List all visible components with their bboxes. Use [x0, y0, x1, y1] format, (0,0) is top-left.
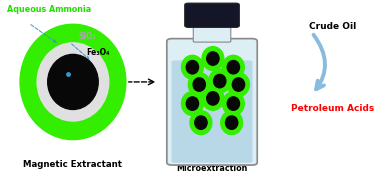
Ellipse shape: [222, 55, 244, 79]
Ellipse shape: [181, 55, 203, 79]
Ellipse shape: [202, 86, 224, 110]
Ellipse shape: [226, 116, 238, 129]
FancyBboxPatch shape: [167, 39, 257, 165]
Ellipse shape: [209, 69, 231, 93]
Text: Dispersive
Microextraction: Dispersive Microextraction: [177, 153, 248, 173]
Ellipse shape: [222, 92, 244, 115]
Ellipse shape: [221, 111, 243, 134]
Text: Magnetic Extractant: Magnetic Extractant: [23, 160, 122, 169]
Ellipse shape: [227, 61, 240, 74]
Ellipse shape: [207, 52, 219, 65]
Ellipse shape: [186, 61, 198, 74]
Ellipse shape: [190, 111, 212, 134]
Text: Crude Oil: Crude Oil: [309, 22, 356, 31]
Text: Aqueous Ammonia: Aqueous Ammonia: [7, 5, 91, 14]
Ellipse shape: [181, 92, 203, 115]
Ellipse shape: [37, 43, 109, 121]
Ellipse shape: [186, 97, 198, 110]
Ellipse shape: [227, 97, 240, 110]
FancyBboxPatch shape: [172, 61, 253, 163]
FancyArrowPatch shape: [313, 35, 325, 89]
Ellipse shape: [228, 73, 249, 96]
Ellipse shape: [188, 73, 210, 96]
Text: Petroleum Acids: Petroleum Acids: [291, 104, 374, 113]
Ellipse shape: [195, 116, 207, 129]
Ellipse shape: [232, 78, 245, 91]
Text: Fe₃O₄: Fe₃O₄: [87, 48, 110, 57]
Ellipse shape: [214, 74, 226, 88]
Text: SiO₂: SiO₂: [78, 32, 96, 40]
Ellipse shape: [20, 24, 126, 140]
Ellipse shape: [202, 47, 224, 70]
FancyBboxPatch shape: [185, 3, 239, 27]
Ellipse shape: [207, 92, 219, 105]
Ellipse shape: [193, 78, 205, 91]
FancyBboxPatch shape: [193, 23, 231, 42]
Ellipse shape: [48, 54, 98, 109]
